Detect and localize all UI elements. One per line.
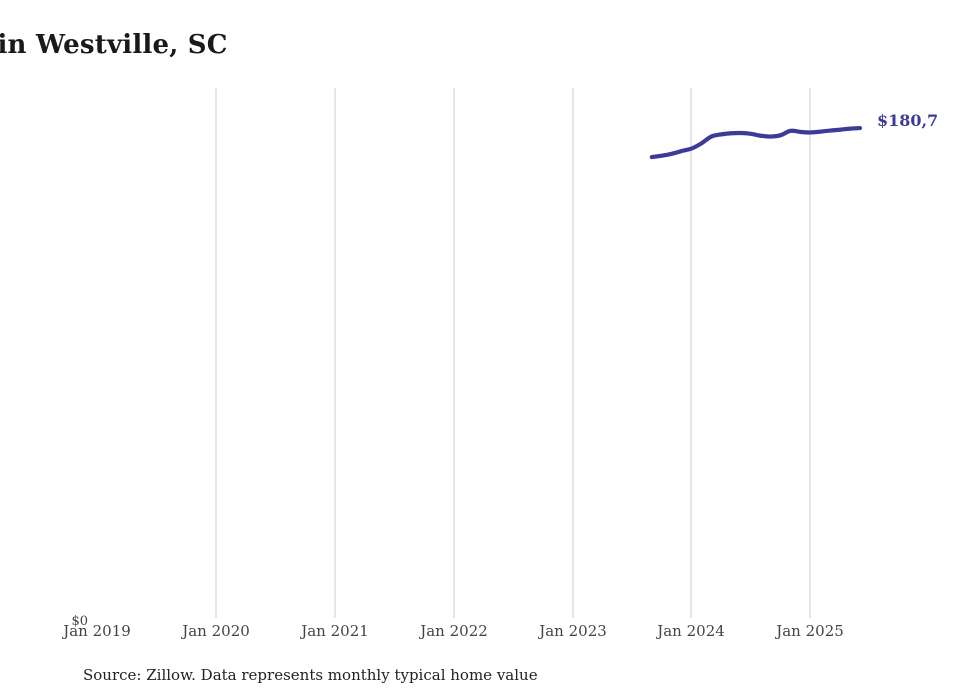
x-tick-label: Jan 2021 <box>301 622 369 640</box>
chart-title: Home Values in Westville, SC <box>0 30 980 60</box>
x-tick-label: Jan 2024 <box>657 622 725 640</box>
source-note: Source: Zillow. Data represents monthly … <box>83 666 538 684</box>
x-tick-label: Jan 2023 <box>539 622 607 640</box>
x-tick-label: Jan 2019 <box>63 622 131 640</box>
chart-title-text: Home Values in Westville, SC <box>0 30 228 60</box>
x-tick-label: Jan 2022 <box>420 622 488 640</box>
gridlines <box>215 88 811 618</box>
y-tick-label: $0 <box>71 614 88 629</box>
end-value-label: $180,7 <box>876 111 939 131</box>
data-line-typical-home-value <box>649 125 863 160</box>
x-tick-label: Jan 2025 <box>776 622 844 640</box>
x-tick-label: Jan 2020 <box>182 622 250 640</box>
